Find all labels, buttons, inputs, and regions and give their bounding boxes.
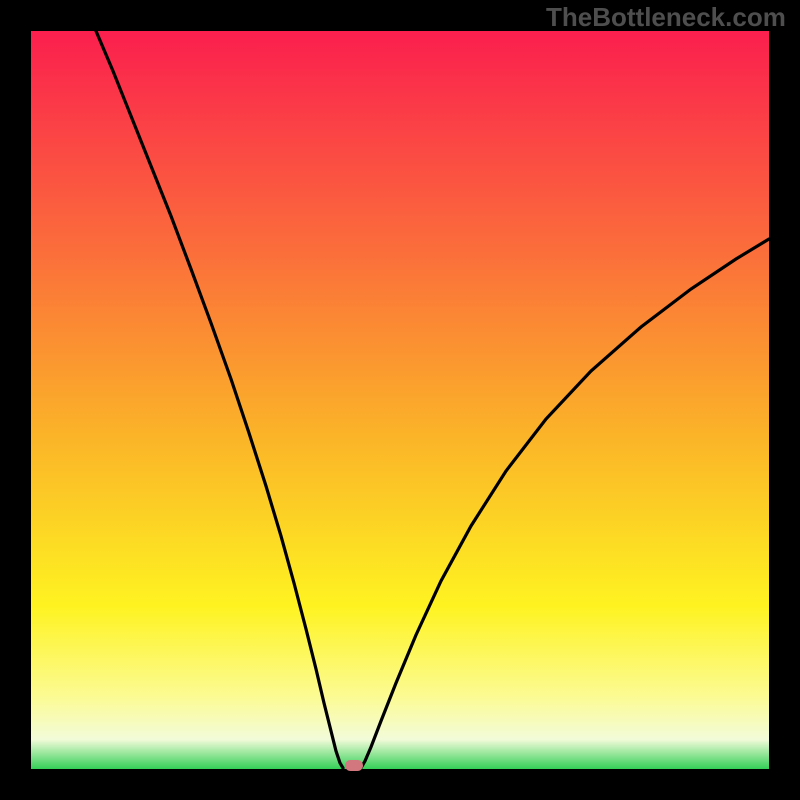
bottleneck-curve	[0, 0, 800, 800]
watermark-text: TheBottleneck.com	[546, 2, 786, 33]
minimum-marker	[345, 760, 363, 771]
